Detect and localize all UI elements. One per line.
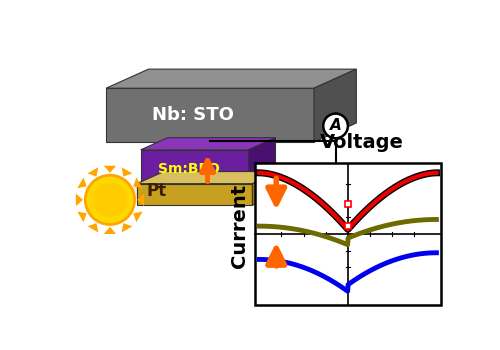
- Polygon shape: [104, 166, 116, 173]
- Polygon shape: [76, 194, 83, 206]
- Polygon shape: [141, 150, 248, 188]
- Polygon shape: [141, 138, 276, 150]
- Polygon shape: [137, 184, 252, 205]
- Polygon shape: [314, 69, 356, 142]
- Text: A: A: [330, 118, 342, 133]
- Circle shape: [92, 183, 127, 217]
- Polygon shape: [106, 88, 314, 142]
- Polygon shape: [248, 138, 276, 188]
- Polygon shape: [88, 223, 99, 232]
- Polygon shape: [134, 211, 142, 222]
- Polygon shape: [88, 167, 99, 176]
- Polygon shape: [106, 69, 356, 88]
- Text: Sm:BFO: Sm:BFO: [158, 162, 220, 176]
- Text: Current: Current: [230, 184, 248, 268]
- Text: Voltage: Voltage: [320, 133, 404, 152]
- Polygon shape: [78, 211, 86, 222]
- Polygon shape: [127, 120, 206, 207]
- Polygon shape: [104, 227, 116, 234]
- Polygon shape: [137, 194, 144, 206]
- Polygon shape: [122, 223, 132, 232]
- Polygon shape: [122, 167, 132, 176]
- Polygon shape: [134, 177, 142, 188]
- Polygon shape: [78, 177, 86, 188]
- Polygon shape: [137, 172, 280, 184]
- Circle shape: [86, 175, 134, 224]
- FancyBboxPatch shape: [254, 163, 441, 305]
- Text: Nb: STO: Nb: STO: [152, 106, 234, 124]
- Circle shape: [323, 114, 348, 138]
- Polygon shape: [252, 172, 280, 205]
- Text: Pt: Pt: [146, 182, 167, 201]
